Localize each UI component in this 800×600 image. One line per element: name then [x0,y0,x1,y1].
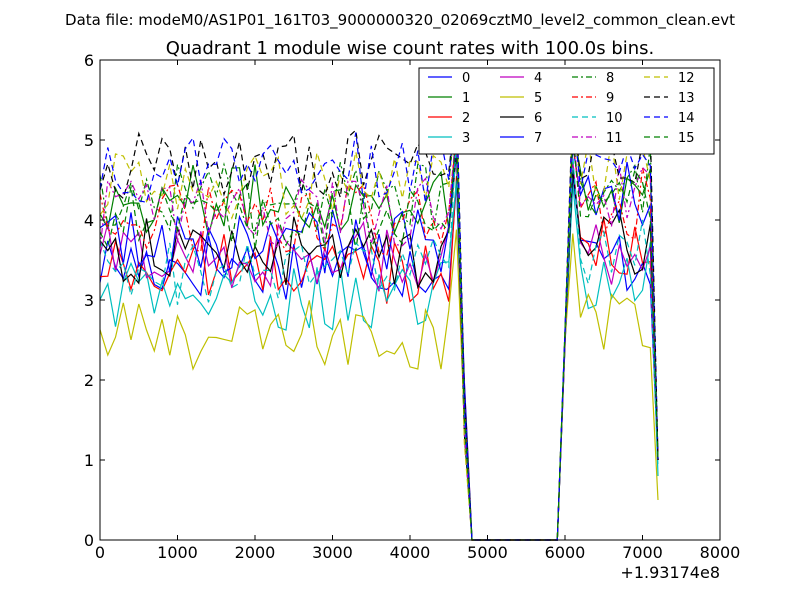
x-offset-label: +1.93174e8 [620,563,720,582]
series-line-13 [99,97,659,541]
x-tick-label: 1000 [157,543,198,562]
legend-box [418,67,715,155]
series-line-5 [99,229,659,541]
legend-label-15: 15 [678,131,695,146]
series-line-3 [99,180,659,541]
x-tick-label: 2000 [235,543,276,562]
y-tick-label: 0 [84,531,94,550]
legend-label-12: 12 [678,71,695,86]
legend-label-1: 1 [462,91,470,106]
x-axis: 0 1000 2000 3000 4000 5000 6000 7000 8000 [95,60,740,562]
x-tick-label: 3000 [312,543,353,562]
series-line-6 [99,154,659,541]
legend-label-6: 6 [534,111,542,126]
series-line-8 [99,107,659,541]
x-tick-label: 6000 [545,543,586,562]
y-tick-label: 3 [84,291,94,310]
chart-title: Quadrant 1 module wise count rates with … [166,38,655,59]
series-line-11 [99,128,659,541]
legend-label-11: 11 [606,131,623,146]
series-line-10 [99,140,659,541]
legend-label-0: 0 [462,71,470,86]
series-line-2 [99,167,659,541]
legend-label-4: 4 [534,71,542,86]
y-tick-label: 5 [84,131,94,150]
chart-supertitle: Data file: modeM0/AS1P01_161T03_90000003… [65,11,735,30]
legend-label-7: 7 [534,131,542,146]
legend-label-10: 10 [606,111,623,126]
x-tick-label: 4000 [390,543,431,562]
legend-label-9: 9 [606,91,614,106]
legend-label-5: 5 [534,91,542,106]
x-tick-label: 0 [95,543,105,562]
y-tick-label: 2 [84,371,94,390]
plot-lines [99,93,659,541]
legend-label-8: 8 [606,71,614,86]
series-line-12 [99,93,659,541]
x-tick-label: 5000 [467,543,508,562]
y-tick-label: 4 [84,211,94,230]
series-line-15 [99,130,659,541]
legend-label-14: 14 [678,111,695,126]
y-tick-label: 1 [84,451,94,470]
x-tick-label: 7000 [622,543,663,562]
series-line-14 [99,94,659,541]
y-tick-label: 6 [84,51,94,70]
legend-label-3: 3 [462,131,470,146]
legend-label-2: 2 [462,111,470,126]
legend-label-13: 13 [678,91,695,106]
x-tick-label: 8000 [700,543,741,562]
